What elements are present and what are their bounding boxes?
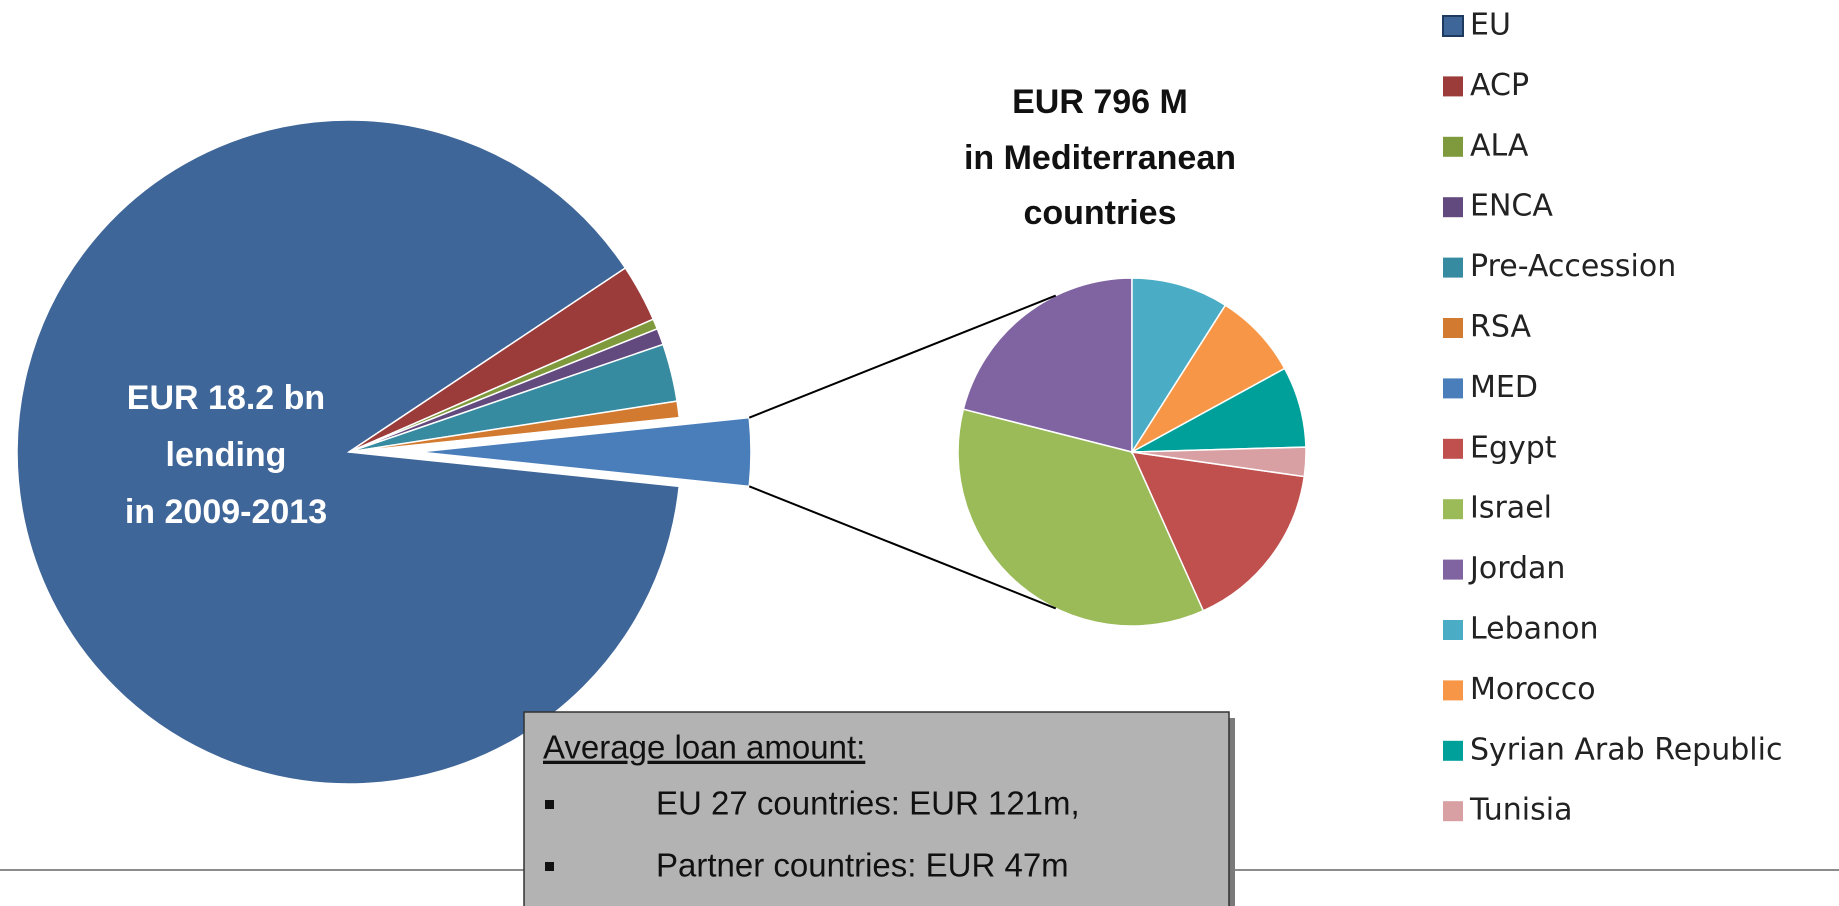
legend-label: Syrian Arab Republic (1470, 732, 1782, 767)
legend-label: RSA (1470, 310, 1531, 345)
center-label-line: EUR 18.2 bn (127, 379, 325, 417)
secondary-slice (957, 408, 1205, 627)
secondary-title-line: EUR 796 M (1012, 83, 1188, 121)
secondary-slice (962, 277, 1133, 453)
legend-swatch (1443, 438, 1463, 459)
legend-label: Tunisia (1469, 793, 1572, 828)
legend-label: ENCA (1470, 189, 1553, 224)
legend-swatch (1443, 499, 1463, 520)
legend: EU ACP ALA ENCA Pre-Accession RSA MED Egypt Isra… (1442, 8, 1782, 828)
bullet (545, 862, 554, 871)
legend-swatch (1443, 136, 1463, 157)
secondary-slice (1130, 451, 1306, 612)
note-box: Average loan amount: EU 27 countries: EU… (523, 711, 1235, 906)
legend-swatch (1443, 318, 1463, 338)
main-slice (348, 400, 681, 453)
legend-swatch (1443, 257, 1463, 278)
legend-swatch (1443, 378, 1463, 399)
connector (748, 485, 1057, 610)
center-label: EUR 18.2 bn lending in 2009-2013 (125, 379, 327, 531)
secondary-slice (1131, 277, 1227, 455)
legend-label: ALA (1470, 128, 1529, 163)
legend-swatch (1442, 15, 1464, 37)
legend-label: ACP (1470, 68, 1529, 103)
note-background (523, 711, 1230, 906)
legend-swatch (1443, 620, 1463, 640)
main-slice (418, 416, 752, 488)
connector (748, 294, 1057, 419)
legend-label: Morocco (1470, 672, 1596, 707)
legend-swatch (1443, 559, 1463, 580)
bullet (545, 800, 554, 809)
legend-swatch (1443, 801, 1463, 822)
note-heading: Average loan amount: (543, 729, 865, 766)
legend-swatch (1443, 680, 1463, 701)
secondary-title-line: countries (1023, 194, 1176, 232)
secondary-title-line: in Mediterranean (964, 139, 1236, 177)
note-item: Partner countries: EUR 47m (656, 847, 1069, 884)
note-item: EU 27 countries: EUR 121m, (656, 785, 1080, 822)
pies (16, 119, 1307, 785)
center-label-line: in 2009-2013 (125, 493, 327, 531)
legend-label: Egypt (1470, 430, 1557, 465)
center-label-line: lending (166, 436, 287, 474)
legend-swatch (1443, 197, 1463, 218)
secondary-title: EUR 796 M in Mediterranean countries (964, 83, 1236, 232)
legend-swatch (1443, 740, 1463, 761)
legend-label: EU (1470, 8, 1511, 43)
legend-label: MED (1470, 370, 1538, 405)
legend-label: Israel (1470, 491, 1552, 526)
legend-label: Pre-Accession (1470, 249, 1676, 284)
legend-swatch (1443, 76, 1463, 97)
legend-label: Jordan (1468, 551, 1565, 586)
legend-label: Lebanon (1470, 612, 1598, 647)
secondary-slice (1131, 446, 1307, 478)
